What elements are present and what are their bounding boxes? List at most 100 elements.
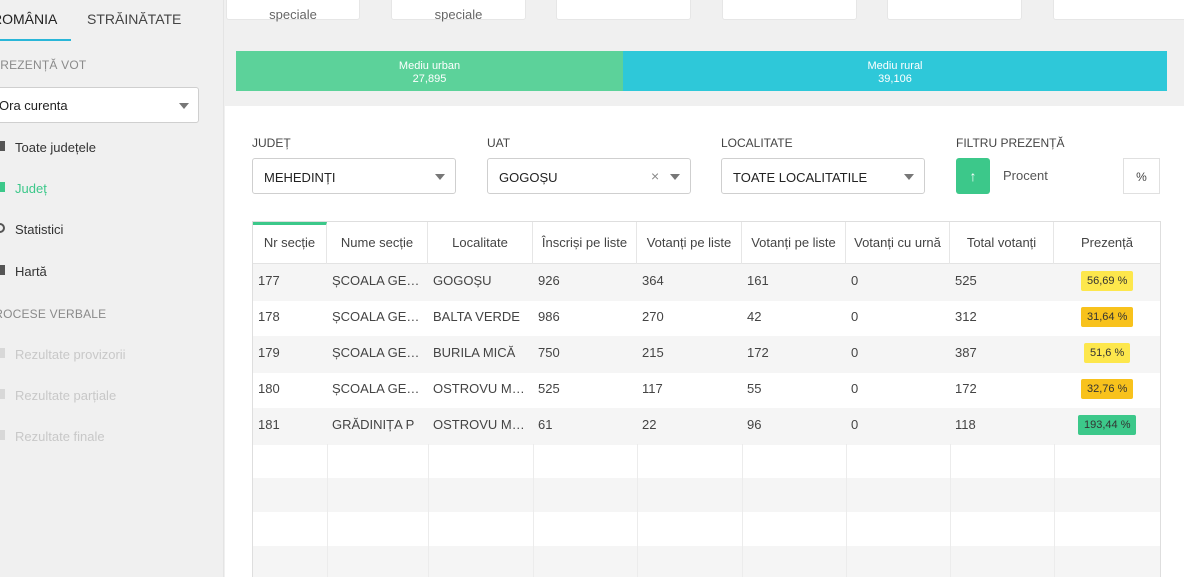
column-divider	[846, 444, 847, 577]
cell-votanti-urna: 0	[851, 381, 859, 396]
main-panel: JUDEȚ MEHEDINȚI UAT GOGOȘU × LOCALITATE …	[225, 106, 1184, 577]
cell-total-votanti: 525	[955, 273, 977, 288]
uat-select[interactable]: GOGOȘU ×	[487, 158, 691, 194]
column-header[interactable]: Votanți pe liste	[742, 222, 846, 264]
cell-nume: ȘCOALA GENERALĂ	[332, 381, 428, 396]
active-tab-indicator	[0, 39, 71, 41]
empty-row	[253, 546, 1160, 577]
sidebar-item-label: Rezultate finale	[15, 429, 105, 444]
localitate-value: TOATE LOCALITATILE	[733, 170, 868, 185]
presence-filter-label: FILTRU PREZENȚĂ	[956, 136, 1065, 150]
time-select-value: Ora curenta	[0, 98, 68, 113]
column-header[interactable]: Total votanți	[950, 222, 1054, 264]
table-row[interactable]: 179 ȘCOALA GENERALĂ BURILA MICĂ 750 215 172 0 3…	[253, 336, 1160, 373]
column-header[interactable]: Nr secție	[253, 222, 327, 264]
tab-romania[interactable]: ROMÂNIA	[0, 11, 58, 27]
table-row[interactable]: 178 ȘCOALA GENERALĂ BALTA VERDE 986 270 42 0 31…	[253, 300, 1160, 337]
cell-votanti-liste-suplimentare: 161	[747, 273, 769, 288]
localitate-select[interactable]: TOATE LOCALITATILE	[721, 158, 925, 194]
presence-percent-placeholder: Procent	[1003, 168, 1048, 183]
cell-nr: 181	[258, 417, 280, 432]
document-icon	[0, 389, 5, 399]
summary-card: speciale	[226, 0, 360, 22]
cell-nr: 180	[258, 381, 280, 396]
cell-votanti-liste-permanente: 270	[642, 309, 664, 324]
cell-votanti-liste-permanente: 22	[642, 417, 657, 432]
list-icon	[0, 141, 5, 151]
cell-nume: ȘCOALA GENERALĂ	[332, 345, 428, 360]
presence-percent-input[interactable]: Procent	[991, 158, 1123, 194]
sections-table: Nr secție Nume secție Localitate Înscriș…	[252, 221, 1161, 577]
localitate-label: LOCALITATE	[721, 136, 793, 150]
cell-inscrisi: 525	[538, 381, 560, 396]
sort-arrow-button[interactable]: ↑	[956, 158, 990, 194]
cell-prezenta: 193,44 %	[1054, 408, 1160, 445]
cell-total-votanti: 172	[955, 381, 977, 396]
column-header[interactable]: Înscriși pe liste	[533, 222, 637, 264]
search-icon	[0, 223, 5, 233]
cell-nr: 177	[258, 273, 280, 288]
sidebar-item-label: Rezultate parțiale	[15, 388, 117, 403]
summary-card	[1053, 0, 1184, 20]
cell-votanti-liste-suplimentare: 96	[747, 417, 762, 432]
chevron-down-icon	[179, 103, 189, 109]
column-header[interactable]: Prezență	[1080, 235, 1134, 250]
table-row[interactable]: 180 ȘCOALA GENERALĂ OSTROVU MARE 525 117 55 0 1…	[253, 372, 1160, 409]
section-title-presence: PREZENȚĂ VOT	[0, 58, 87, 72]
cell-votanti-liste-permanente: 364	[642, 273, 664, 288]
cell-nr: 178	[258, 309, 280, 324]
column-header[interactable]: Votanți pe liste	[637, 222, 742, 264]
cell-votanti-urna: 0	[851, 309, 859, 324]
table-row[interactable]: 181 GRĂDINIȚA P OSTROVU MARE 61 22 96 0 118 193,…	[253, 408, 1160, 445]
cell-prezenta: 31,64 %	[1054, 300, 1160, 337]
chevron-down-icon	[670, 174, 680, 180]
cell-inscrisi: 986	[538, 309, 560, 324]
empty-row	[253, 512, 1160, 546]
section-title-reports: PROCESE VERBALE	[0, 307, 107, 321]
summary-card-label: speciale	[269, 7, 317, 22]
column-divider	[637, 444, 638, 577]
column-header[interactable]: Nume secție	[327, 222, 428, 264]
column-divider	[1054, 444, 1055, 577]
document-icon	[0, 348, 5, 358]
cell-total-votanti: 387	[955, 345, 977, 360]
column-divider	[742, 444, 743, 577]
cell-localitate: BURILA MICĂ	[433, 345, 516, 360]
cell-inscrisi: 926	[538, 273, 560, 288]
judet-select[interactable]: MEHEDINȚI	[252, 158, 456, 194]
arrow-up-icon: ↑	[969, 168, 977, 184]
cell-localitate: OSTROVU MARE	[433, 417, 533, 432]
rural-bar: Mediu rural 39,106	[623, 51, 1167, 91]
rural-label: Mediu rural	[867, 60, 923, 72]
sidebar-item-label: Statistici	[15, 222, 64, 237]
clear-icon[interactable]: ×	[651, 168, 660, 184]
tab-strainatate[interactable]: STRĂINĂTATE	[87, 11, 182, 27]
column-divider	[950, 444, 951, 577]
column-divider	[428, 444, 429, 577]
uat-label: UAT	[487, 136, 511, 150]
time-select[interactable]: Ora curenta	[0, 87, 199, 123]
cell-votanti-liste-suplimentare: 172	[747, 345, 769, 360]
empty-row	[253, 478, 1160, 512]
summary-card	[887, 0, 1022, 20]
presence-badge: 32,76 %	[1081, 379, 1134, 399]
column-divider	[327, 444, 328, 577]
summary-card: speciale	[391, 0, 526, 22]
cell-nume: ȘCOALA GENERALĂ	[332, 273, 428, 288]
sidebar-item-label: Județ	[15, 181, 47, 196]
cell-total-votanti: 118	[955, 417, 976, 432]
column-divider	[533, 444, 534, 577]
cell-total-votanti: 312	[955, 309, 977, 324]
column-header[interactable]: Votanți cu urnă	[846, 222, 950, 264]
empty-row	[253, 444, 1160, 478]
cell-votanti-liste-permanente: 215	[642, 345, 664, 360]
urban-bar: Mediu urban 27,895	[236, 51, 623, 91]
urban-value: 27,895	[412, 73, 447, 85]
column-header[interactable]: Localitate	[428, 222, 533, 264]
cell-localitate: OSTROVU MARE	[433, 381, 533, 396]
judet-value: MEHEDINȚI	[264, 170, 336, 185]
presence-badge: 31,64 %	[1081, 307, 1134, 327]
cell-votanti-urna: 0	[851, 273, 859, 288]
table-row[interactable]: 177 ȘCOALA GENERALĂ GOGOȘU 926 364 161 0 525 56,…	[253, 264, 1160, 301]
sidebar-item-label: Toate județele	[15, 140, 96, 155]
